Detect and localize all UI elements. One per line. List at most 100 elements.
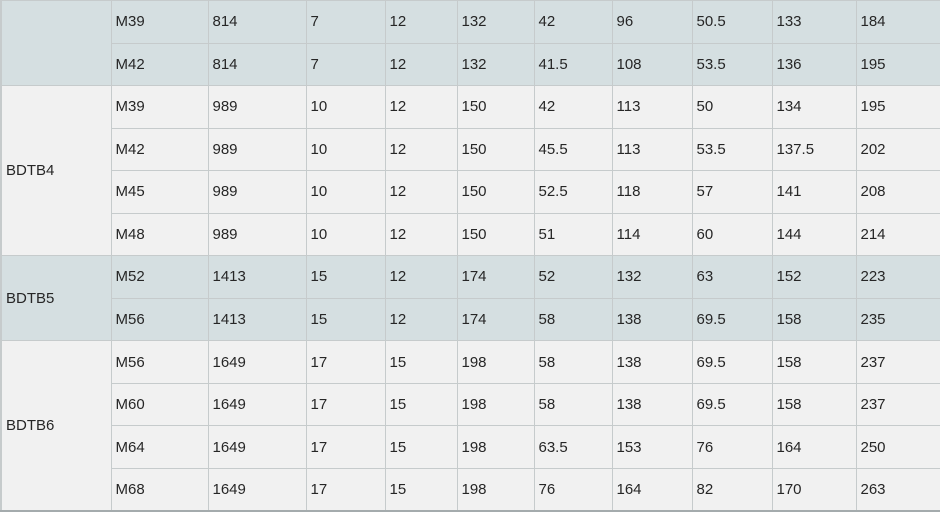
- value-cell: 50.5: [691, 0, 773, 44]
- table-row: BDTB4 M39 989 10 12 150 42 113 50 134 195: [0, 85, 940, 257]
- value-cell: 158: [771, 340, 857, 384]
- value-cell: 164: [771, 425, 857, 469]
- value-cell: 1649: [207, 382, 307, 427]
- table-row: M45 989 10 12 150 52.5 118 57 141 208: [1, 170, 940, 214]
- value-cell: 150: [456, 170, 535, 214]
- value-cell: 15: [384, 425, 458, 469]
- value-cell: 174: [456, 255, 535, 299]
- value-cell: 58: [533, 297, 613, 342]
- table-row: M42 989 10 12 150 45.5 113 53.5 137.5 202: [1, 127, 940, 172]
- value-cell: 150: [456, 127, 535, 172]
- value-cell: 152: [771, 255, 857, 299]
- value-cell: 15: [384, 467, 458, 512]
- value-cell: 198: [456, 467, 535, 512]
- value-cell: 15: [305, 297, 386, 342]
- thread-size-cell: M42: [110, 42, 209, 87]
- value-cell: 989: [207, 212, 307, 257]
- value-cell: 113: [611, 127, 693, 172]
- value-cell: 170: [771, 467, 857, 512]
- table-row: M39 814 7 12 132 42 96 50.5 133 184: [0, 0, 940, 87]
- value-cell: 69.5: [691, 297, 773, 342]
- value-cell: 814: [207, 42, 307, 87]
- value-cell: 69.5: [691, 382, 773, 427]
- value-cell: 53.5: [691, 42, 773, 87]
- value-cell: 141: [771, 170, 857, 214]
- value-cell: 195: [855, 85, 940, 129]
- thread-size-cell: M52: [110, 255, 209, 299]
- value-cell: 250: [855, 425, 940, 469]
- value-cell: 132: [456, 42, 535, 87]
- value-cell: 223: [855, 255, 940, 299]
- value-cell: 989: [207, 85, 307, 129]
- table-row: M68 1649 17 15 198 76 164 82 170 263: [1, 467, 940, 512]
- value-cell: 132: [456, 0, 535, 44]
- value-cell: 17: [305, 425, 386, 469]
- value-cell: 12: [384, 212, 458, 257]
- thread-size-cell: M39: [110, 0, 209, 44]
- value-cell: 1413: [207, 297, 307, 342]
- value-cell: 17: [305, 467, 386, 512]
- thread-size-cell: M45: [110, 170, 209, 214]
- value-cell: 60: [691, 212, 773, 257]
- value-cell: 12: [384, 42, 458, 87]
- value-cell: 214: [855, 212, 940, 257]
- value-cell: 10: [305, 170, 386, 214]
- table-row: M60 1649 17 15 198 58 138 69.5 158 237: [1, 382, 940, 427]
- value-cell: 76: [533, 467, 613, 512]
- table-row: BDTB6 M56 1649 17 15 198 58 138 69.5 158 237: [0, 340, 940, 512]
- thread-size-cell: M64: [110, 425, 209, 469]
- value-cell: 50: [691, 85, 773, 129]
- value-cell: 7: [305, 0, 386, 44]
- value-cell: 15: [384, 340, 458, 384]
- value-cell: 15: [384, 382, 458, 427]
- value-cell: 82: [691, 467, 773, 512]
- value-cell: 15: [305, 255, 386, 299]
- value-cell: 136: [771, 42, 857, 87]
- value-cell: 150: [456, 212, 535, 257]
- table-row: M42 814 7 12 132 41.5 108 53.5 136 195: [1, 42, 940, 87]
- table-row: M64 1649 17 15 198 63.5 153 76 164 250: [1, 425, 940, 469]
- value-cell: 52.5: [533, 170, 613, 214]
- table-row: M48 989 10 12 150 51 114 60 144 214: [1, 212, 940, 257]
- thread-size-cell: M56: [110, 297, 209, 342]
- value-cell: 58: [533, 382, 613, 427]
- value-cell: 12: [384, 0, 458, 44]
- value-cell: 108: [611, 42, 693, 87]
- value-cell: 814: [207, 0, 307, 44]
- value-cell: 237: [855, 382, 940, 427]
- value-cell: 17: [305, 340, 386, 384]
- value-cell: 144: [771, 212, 857, 257]
- value-cell: 76: [691, 425, 773, 469]
- thread-size-cell: M68: [110, 467, 209, 512]
- value-cell: 198: [456, 382, 535, 427]
- group-label-cell: BDTB5: [0, 255, 112, 342]
- value-cell: 158: [771, 297, 857, 342]
- value-cell: 17: [305, 382, 386, 427]
- thread-size-cell: M48: [110, 212, 209, 257]
- value-cell: 63: [691, 255, 773, 299]
- value-cell: 132: [611, 255, 693, 299]
- value-cell: 51: [533, 212, 613, 257]
- value-cell: 138: [611, 340, 693, 384]
- value-cell: 12: [384, 127, 458, 172]
- value-cell: 138: [611, 382, 693, 427]
- value-cell: 42: [533, 85, 613, 129]
- value-cell: 45.5: [533, 127, 613, 172]
- thread-size-cell: M42: [110, 127, 209, 172]
- group-label-cell: BDTB6: [0, 340, 112, 512]
- value-cell: 12: [384, 170, 458, 214]
- value-cell: 235: [855, 297, 940, 342]
- value-cell: 57: [691, 170, 773, 214]
- group-label-cell: [0, 0, 112, 87]
- value-cell: 41.5: [533, 42, 613, 87]
- value-cell: 1649: [207, 467, 307, 512]
- value-cell: 133: [771, 0, 857, 44]
- value-cell: 52: [533, 255, 613, 299]
- value-cell: 10: [305, 85, 386, 129]
- value-cell: 12: [384, 255, 458, 299]
- value-cell: 7: [305, 42, 386, 87]
- thread-size-cell: M56: [110, 340, 209, 384]
- thread-size-cell: M39: [110, 85, 209, 129]
- table-row: M56 1413 15 12 174 58 138 69.5 158 235: [1, 297, 940, 342]
- value-cell: 113: [611, 85, 693, 129]
